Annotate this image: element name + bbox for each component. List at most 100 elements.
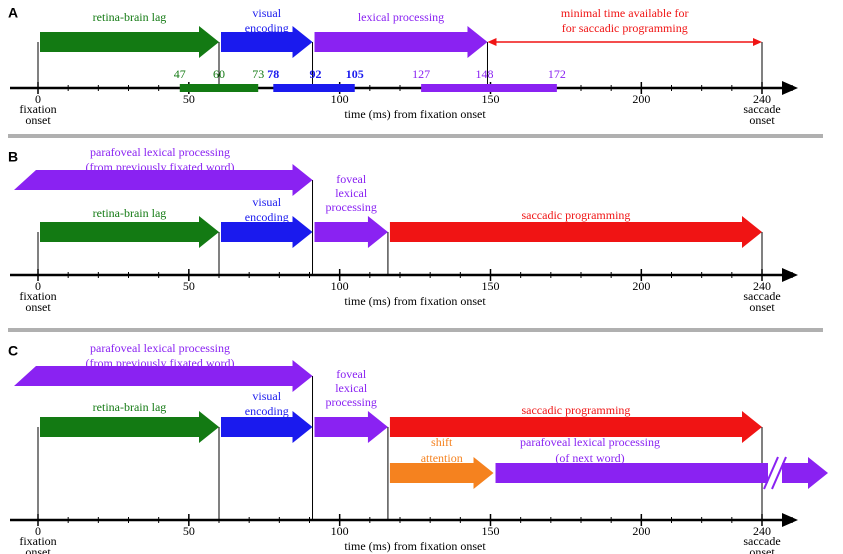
- arrow-label: visual: [252, 195, 281, 209]
- end-label: saccade: [743, 102, 780, 116]
- arrow-label: parafoveal lexical processing: [90, 145, 230, 159]
- tick-label: 240: [753, 92, 771, 106]
- axis-title: time (ms) from fixation onset: [344, 107, 486, 121]
- marker-label: 47: [174, 67, 186, 81]
- arrow-label: attention: [421, 451, 463, 465]
- arrow-head: [487, 38, 497, 46]
- axis-title: time (ms) from fixation onset: [344, 294, 486, 308]
- arrow-label: (from previously fixated word): [86, 356, 235, 370]
- end-label: onset: [749, 300, 775, 314]
- arrow-label: (from previously fixated word): [86, 160, 235, 174]
- arrow: [221, 411, 313, 443]
- arrow-label: visual: [252, 389, 281, 403]
- arrow-label: lexical processing: [358, 10, 444, 24]
- arrow: [495, 457, 828, 489]
- arrow: [314, 26, 488, 58]
- arrow-head: [753, 38, 762, 46]
- arrow: [14, 164, 313, 196]
- arrow-label: lexical: [335, 186, 368, 200]
- tick-label: 150: [482, 92, 500, 106]
- arrow-label: retina-brain lag: [93, 206, 167, 220]
- arrow-label: saccadic programming: [521, 208, 630, 222]
- arrow-label: foveal: [336, 367, 367, 381]
- arrow-label: visual: [252, 6, 281, 20]
- tick-label: 100: [331, 524, 349, 538]
- arrow: [221, 216, 313, 248]
- break-slash: [771, 456, 787, 490]
- arrow: [40, 26, 219, 58]
- arrow-label: retina-brain lag: [93, 10, 167, 24]
- arrow: [221, 26, 313, 58]
- arrow: [314, 411, 388, 443]
- tick-label: 200: [632, 524, 650, 538]
- tick-label: 100: [331, 92, 349, 106]
- marker-label: 60: [213, 67, 225, 81]
- start-label: fixation: [19, 102, 56, 116]
- arrow-label: minimal time available for: [561, 6, 689, 20]
- marker-label: 92: [310, 67, 322, 81]
- start-label: onset: [25, 300, 51, 314]
- start-label: fixation: [19, 534, 56, 548]
- panel-letter: B: [8, 149, 18, 165]
- panel-letter: C: [8, 343, 18, 359]
- arrow: [314, 216, 388, 248]
- arrow: [389, 457, 494, 489]
- marker-label: 127: [412, 67, 430, 81]
- arrow-label: processing: [326, 395, 377, 409]
- arrow-label: lexical: [335, 381, 368, 395]
- tick-label: 150: [482, 279, 500, 293]
- axis-head: [782, 513, 798, 527]
- break-gap: [768, 456, 782, 490]
- break-slash: [763, 456, 779, 490]
- end-label: onset: [749, 545, 775, 554]
- end-label: onset: [749, 113, 775, 127]
- arrow-label: encoding: [245, 21, 289, 35]
- arrow: [389, 216, 762, 248]
- arrow: [40, 411, 219, 443]
- tick-label: 200: [632, 279, 650, 293]
- start-label: onset: [25, 545, 51, 554]
- tick-label: 50: [183, 92, 195, 106]
- marker-band: [421, 84, 557, 92]
- marker-band: [273, 84, 355, 92]
- arrow: [14, 360, 313, 392]
- separator: [8, 328, 823, 332]
- marker-band: [179, 84, 259, 92]
- tick-label: 240: [753, 279, 771, 293]
- panel-letter: A: [8, 5, 18, 21]
- end-label: saccade: [743, 289, 780, 303]
- marker-label: 172: [548, 67, 566, 81]
- axis-head: [782, 81, 798, 95]
- tick-label: 150: [482, 524, 500, 538]
- tick-label: 50: [183, 524, 195, 538]
- start-label: fixation: [19, 289, 56, 303]
- arrow-label: (of next word): [555, 451, 624, 465]
- tick-label: 0: [35, 92, 41, 106]
- separator: [8, 134, 823, 138]
- arrow-label: processing: [326, 200, 377, 214]
- tick-label: 240: [753, 524, 771, 538]
- arrow-label: saccadic programming: [521, 403, 630, 417]
- arrow-label: encoding: [245, 404, 289, 418]
- arrow-label: for saccadic programming: [562, 21, 688, 35]
- marker-label: 148: [475, 67, 493, 81]
- tick-label: 0: [35, 279, 41, 293]
- axis-head: [782, 268, 798, 282]
- arrow-label: foveal: [336, 172, 367, 186]
- tick-label: 200: [632, 92, 650, 106]
- axis-title: time (ms) from fixation onset: [344, 539, 486, 553]
- arrow: [389, 411, 762, 443]
- tick-label: 50: [183, 279, 195, 293]
- tick-label: 0: [35, 524, 41, 538]
- tick-label: 100: [331, 279, 349, 293]
- start-label: onset: [25, 113, 51, 127]
- arrow-label: parafoveal lexical processing: [520, 435, 660, 449]
- arrow-label: shift: [431, 435, 453, 449]
- end-label: saccade: [743, 534, 780, 548]
- marker-label: 78: [267, 67, 279, 81]
- arrow: [40, 216, 219, 248]
- marker-label: 73: [252, 67, 264, 81]
- arrow-label: parafoveal lexical processing: [90, 341, 230, 355]
- arrow-label: retina-brain lag: [93, 400, 167, 414]
